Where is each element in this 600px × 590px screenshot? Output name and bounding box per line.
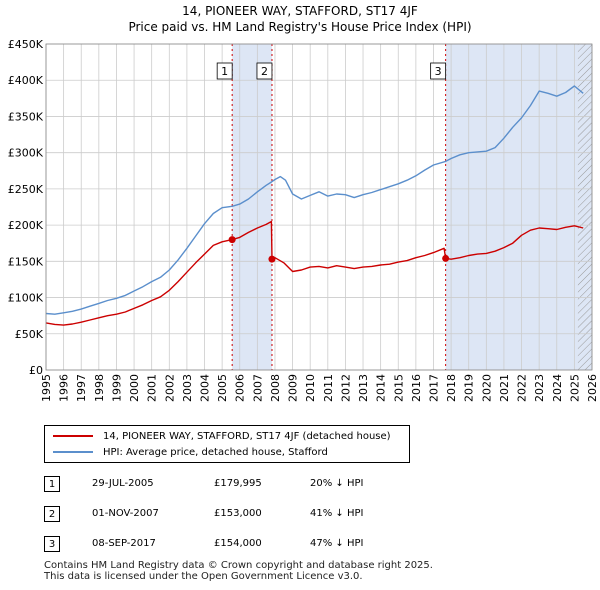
x-tick-label: 2007	[251, 374, 264, 402]
sale-label-box	[430, 62, 447, 80]
legend: 14, PIONEER WAY, STAFFORD, ST17 4JF (det…	[44, 425, 410, 463]
x-tick-label: 2011	[322, 374, 335, 402]
footer-copyright: Contains HM Land Registry data © Crown c…	[44, 560, 433, 571]
x-tick-label: 1998	[93, 374, 106, 402]
x-tick-label: 2024	[551, 374, 564, 402]
sale-row: 2 01-NOV-2007 £153,000 41% ↓ HPI	[44, 506, 444, 524]
y-tick-label: £50K	[15, 328, 44, 341]
sale-label-box	[256, 62, 273, 80]
footer-licence: This data is licensed under the Open Gov…	[44, 571, 363, 582]
chart-plot: 1 2 3 £0 £50K £100K £150K £200K £250K £300K £350K…	[8, 38, 599, 402]
y-tick-label: £0	[29, 364, 43, 377]
x-tick-label: 1996	[58, 374, 71, 402]
x-tick-label: 2009	[287, 374, 300, 402]
x-tick-label: 2013	[357, 374, 370, 402]
x-tick-label: 1997	[75, 374, 88, 402]
y-tick-label: £250K	[8, 183, 44, 196]
legend-swatch-property	[53, 435, 93, 437]
y-tick-label: £100K	[8, 292, 44, 305]
sale-price: £179,995	[214, 478, 262, 489]
plot-frame	[45, 43, 593, 371]
sale-date: 29-JUL-2005	[92, 478, 154, 489]
hatched-region	[577, 44, 592, 370]
x-tick-label: 2001	[146, 374, 159, 402]
x-tick-label: 2016	[410, 374, 423, 402]
shaded-period	[232, 44, 272, 370]
sale-point	[442, 254, 450, 262]
x-tick-label: 2014	[375, 374, 388, 402]
x-tick-label: 2018	[445, 374, 458, 402]
x-tick-label: 2017	[427, 374, 440, 402]
hpi-line	[45, 85, 584, 315]
x-tick-label: 2006	[234, 374, 247, 402]
x-tick-label: 2020	[480, 374, 493, 402]
y-tick-label: £200K	[8, 219, 44, 232]
x-tick-label: 2008	[269, 374, 282, 402]
legend-item-property: 14, PIONEER WAY, STAFFORD, ST17 4JF (det…	[53, 430, 391, 444]
y-tick-label: £400K	[8, 74, 44, 87]
x-tick-label: 2000	[128, 374, 141, 402]
sale-label-number: 2	[261, 65, 268, 78]
sale-number-badge: 2	[44, 506, 60, 522]
x-tick-label: 2005	[216, 374, 229, 402]
x-tick-label: 1995	[40, 374, 53, 402]
sale-row: 1 29-JUL-2005 £179,995 20% ↓ HPI	[44, 476, 444, 494]
sale-hpi-diff: 41% ↓ HPI	[310, 508, 364, 519]
sale-point	[228, 236, 236, 244]
sale-label-box	[216, 62, 233, 80]
sale-hpi-diff: 20% ↓ HPI	[310, 478, 364, 489]
x-tick-label: 2023	[533, 374, 546, 402]
y-tick-label: £300K	[8, 147, 44, 160]
legend-swatch-hpi	[53, 451, 93, 453]
y-tick-label: £150K	[8, 255, 44, 268]
chart-subtitle: Price paid vs. HM Land Registry's House …	[128, 20, 472, 34]
x-tick-label: 2019	[463, 374, 476, 402]
x-tick-label: 2022	[516, 374, 529, 402]
legend-item-hpi: HPI: Average price, detached house, Staf…	[53, 446, 328, 460]
x-tick-label: 2026	[586, 374, 599, 402]
sale-date: 08-SEP-2017	[92, 538, 156, 549]
x-tick-label: 2015	[392, 374, 405, 402]
legend-label-property: 14, PIONEER WAY, STAFFORD, ST17 4JF (det…	[103, 431, 391, 442]
y-tick-label: £350K	[8, 110, 44, 123]
sale-price: £153,000	[214, 508, 262, 519]
legend-label-hpi: HPI: Average price, detached house, Staf…	[103, 447, 328, 458]
property-price-line	[45, 220, 584, 326]
x-tick-label: 2021	[498, 374, 511, 402]
sale-number-badge: 3	[44, 536, 60, 552]
sale-price: £154,000	[214, 538, 262, 549]
x-tick-label: 2004	[199, 374, 212, 402]
x-tick-label: 2002	[163, 374, 176, 402]
sale-label-number: 3	[435, 65, 442, 78]
sale-label-number: 1	[221, 65, 228, 78]
chart-title: 14, PIONEER WAY, STAFFORD, ST17 4JF	[182, 4, 418, 18]
x-tick-label: 1999	[110, 374, 123, 402]
sale-number-badge: 1	[44, 476, 60, 492]
y-tick-label: £450K	[8, 38, 44, 51]
x-tick-label: 2012	[339, 374, 352, 402]
shaded-period	[445, 44, 592, 370]
x-tick-label: 2003	[181, 374, 194, 402]
x-tick-label: 2010	[304, 374, 317, 402]
sale-hpi-diff: 47% ↓ HPI	[310, 538, 364, 549]
sale-row: 3 08-SEP-2017 £154,000 47% ↓ HPI	[44, 536, 444, 554]
sale-date: 01-NOV-2007	[92, 508, 159, 519]
x-tick-label: 2025	[568, 374, 581, 402]
sale-point	[268, 255, 276, 263]
